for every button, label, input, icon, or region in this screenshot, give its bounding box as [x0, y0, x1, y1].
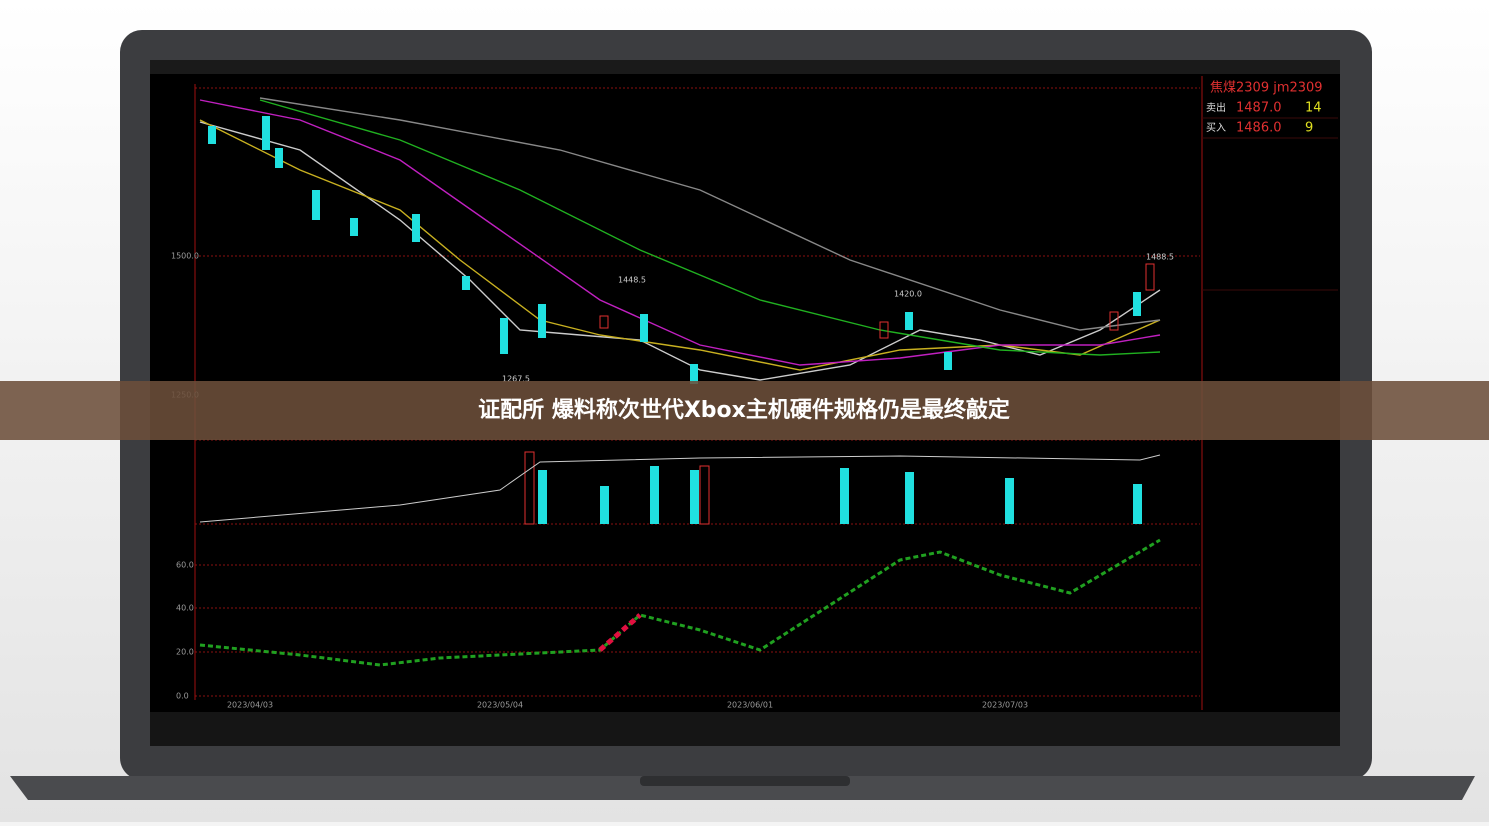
indicator-label: 40.0 [176, 604, 194, 613]
toolbar [150, 60, 1340, 74]
right-panel-lines [1202, 117, 1338, 291]
axis-labels: 1500.01250.060.040.020.00.02023/04/03202… [171, 252, 1174, 710]
candles [208, 116, 1155, 384]
date-label: 2023/07/03 [982, 701, 1028, 710]
quote-cell: 买入 [1206, 122, 1226, 134]
caption-banner [0, 381, 1489, 440]
indicator-label: 20.0 [176, 648, 194, 657]
quote-cell: 1486.0 [1236, 121, 1282, 136]
date-label: 2023/04/03 [227, 701, 273, 710]
price-annotation: 1420.0 [894, 290, 922, 299]
quote-cell: 卖出 [1206, 101, 1226, 114]
notch [640, 776, 850, 786]
instrument: 焦煤2309 jm2309 [1210, 81, 1323, 96]
indicator [199, 538, 1161, 667]
quote-cell: 1487.0 [1236, 101, 1282, 116]
price-label: 1500.0 [171, 252, 199, 261]
status-bar [150, 712, 1340, 746]
date-label: 2023/06/01 [727, 701, 773, 710]
volume [199, 451, 1161, 525]
price-annotation: 1267.5 [502, 375, 530, 384]
indicator-label: 0.0 [176, 692, 189, 701]
quote-cell: 9 [1305, 121, 1313, 136]
laptop-base [10, 776, 1475, 800]
date-label: 2023/05/04 [477, 701, 523, 710]
price-annotation: 1448.5 [618, 276, 646, 285]
quote-cell: 14 [1305, 101, 1322, 116]
ma-lines [199, 97, 1161, 381]
price-annotation: 1488.5 [1146, 253, 1174, 262]
caption: 证配所 爆料称次世代Xbox主机硬件规格仍是最终敲定 [478, 397, 1010, 423]
quote-table: 卖出 1487.0 14 买入 1486.0 9 [1206, 101, 1322, 136]
indicator-label: 60.0 [176, 561, 194, 570]
